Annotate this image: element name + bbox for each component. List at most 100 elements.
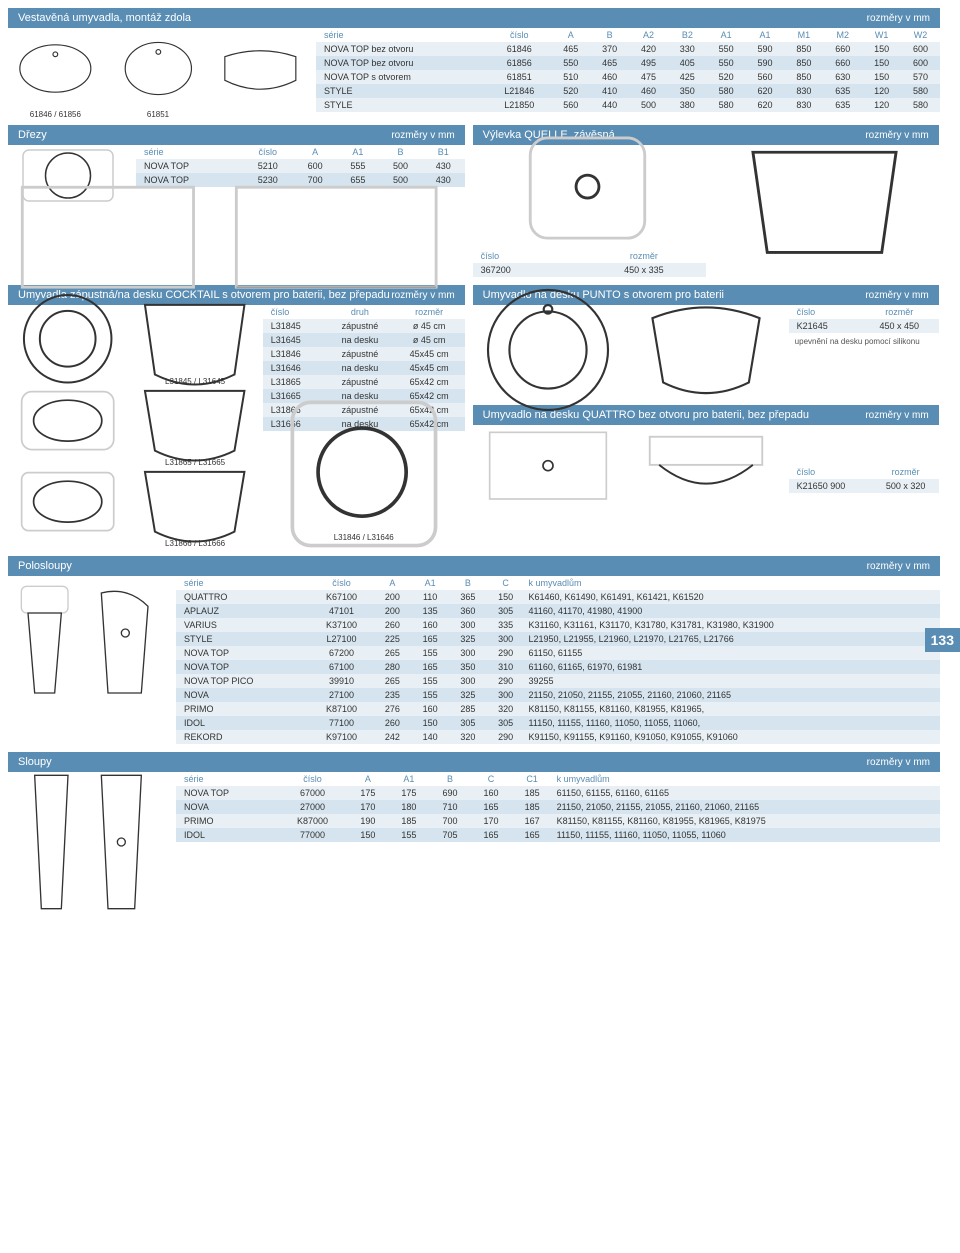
table-row: K21650 900500 x 320 — [789, 479, 939, 493]
sloupy-units: rozměry v mm — [867, 757, 930, 768]
table-cell: K87100 — [309, 702, 373, 716]
table-cell: L27100 — [309, 632, 373, 646]
col-header: B — [449, 576, 487, 590]
table-cell: 110 — [411, 590, 449, 604]
table-cell: 175 — [388, 786, 429, 800]
table-cell: K21650 900 — [789, 479, 873, 493]
table-row: NOVA2700017018071016518521150, 21050, 21… — [176, 800, 940, 814]
table-cell: K61460, K61490, K61491, K61421, K61520 — [525, 590, 940, 604]
col-header: M1 — [784, 28, 823, 42]
table-cell: 305 — [487, 716, 525, 730]
table-cell: 61856 — [487, 56, 551, 70]
table-cell: 185 — [512, 800, 553, 814]
table-cell: 242 — [373, 730, 411, 744]
page-number-badge: 133 — [925, 628, 960, 652]
table-cell: 560 — [746, 70, 785, 84]
quattro-sink-table: číslorozměrK21650 900500 x 320 — [789, 465, 939, 493]
col-header: k umyvadlům — [553, 772, 940, 786]
table-row: IDOL7700015015570516516511150, 11155, 11… — [176, 828, 940, 842]
punto-note: upevnění na desku pomocí silikonu — [789, 333, 939, 350]
vestavena-diagrams: 61846 / 61856 61851 — [8, 28, 308, 119]
table-cell: 590 — [746, 42, 785, 56]
table-row: PRIMOK87000190185700170167K81150, K81155… — [176, 814, 940, 828]
col-header: série — [316, 28, 487, 42]
table-row: NOVA TOP6720026515530029061150, 61155 — [176, 646, 940, 660]
table-cell: 555 — [336, 159, 379, 173]
polosloupy-title: Polosloupy — [18, 560, 72, 572]
col-header: A — [294, 145, 337, 159]
table-cell: 155 — [411, 688, 449, 702]
table-cell: 165 — [411, 632, 449, 646]
polosloupy-table: sériečísloAA1BCk umyvadlůmQUATTROK671002… — [176, 576, 940, 744]
table-cell: PRIMO — [176, 814, 278, 828]
col-header: rozměr — [873, 465, 939, 479]
table-cell: 510 — [551, 70, 590, 84]
table-cell: K81150, K81155, K81160, K81955, K81965, — [525, 702, 940, 716]
table-cell: 305 — [449, 716, 487, 730]
table-cell: REKORD — [176, 730, 309, 744]
table-cell: 167 — [512, 814, 553, 828]
col-header: B — [429, 772, 470, 786]
table-cell: 235 — [373, 688, 411, 702]
table-cell: NOVA TOP s otvorem — [316, 70, 487, 84]
table-cell: 190 — [347, 814, 388, 828]
table-cell: 460 — [590, 70, 629, 84]
table-cell: L31846 — [263, 347, 327, 361]
col-header: číslo — [789, 465, 873, 479]
table-cell: 325 — [449, 632, 487, 646]
table-cell: 265 — [373, 646, 411, 660]
table-cell: K31160, K31161, K31170, K31780, K31781, … — [525, 618, 940, 632]
table-cell: 276 — [373, 702, 411, 716]
table-cell: VARIUS — [176, 618, 309, 632]
table-cell: 61846 — [487, 42, 551, 56]
table-cell: 155 — [411, 674, 449, 688]
table-cell: 600 — [294, 159, 337, 173]
quattro-sink-units: rozměry v mm — [865, 410, 928, 421]
table-cell: 405 — [668, 56, 707, 70]
col-header: M2 — [823, 28, 862, 42]
table-row: NOVA2710023515532530021150, 21050, 21155… — [176, 688, 940, 702]
table-cell: 570 — [901, 70, 940, 84]
punto-table: číslorozměrK21645450 x 450 — [789, 305, 939, 333]
vestavena-header: Vestavěná umyvadla, montáž zdola rozměry… — [8, 8, 940, 28]
table-cell: 160 — [411, 702, 449, 716]
col-header: A1 — [336, 145, 379, 159]
table-cell: 165 — [470, 828, 511, 842]
table-cell: 310 — [487, 660, 525, 674]
table-cell: 11150, 11155, 11160, 11050, 11055, 11060… — [525, 716, 940, 730]
col-header: A1 — [746, 28, 785, 42]
col-header: číslo — [242, 145, 294, 159]
vestavena-title: Vestavěná umyvadla, montáž zdola — [18, 12, 191, 24]
table-cell: 170 — [347, 800, 388, 814]
table-cell: zápustné — [326, 347, 393, 361]
table-row: NOVA TOP bez otvoru618565504654954055505… — [316, 56, 940, 70]
table-cell: NOVA TOP — [176, 660, 309, 674]
table-cell: 170 — [470, 814, 511, 828]
table-cell: 705 — [429, 828, 470, 842]
table-cell: 690 — [429, 786, 470, 800]
table-cell: 67200 — [309, 646, 373, 660]
table-cell: NOVA TOP — [136, 159, 242, 173]
drezy-section: Dřezy rozměry v mm sériečísloAA1BB1NOVA … — [8, 125, 465, 279]
col-header: série — [176, 772, 278, 786]
table-cell: 425 — [668, 70, 707, 84]
table-cell: 300 — [449, 646, 487, 660]
table-cell: 590 — [746, 56, 785, 70]
table-cell: NOVA TOP PICO — [176, 674, 309, 688]
table-row: L31846zápustné45x45 cm — [263, 347, 465, 361]
table-cell: zápustné — [326, 319, 393, 333]
table-cell: 260 — [373, 618, 411, 632]
col-header: série — [136, 145, 242, 159]
vestavena-dia-label-1: 61851 — [111, 110, 206, 119]
table-cell: 77000 — [278, 828, 348, 842]
table-row: K21645450 x 450 — [789, 319, 939, 333]
col-header: C — [470, 772, 511, 786]
table-cell: K97100 — [309, 730, 373, 744]
table-row: NOVA TOP5210600555500430 — [136, 159, 465, 173]
table-cell: 710 — [429, 800, 470, 814]
table-cell: 200 — [373, 604, 411, 618]
table-row: NOVA TOP6710028016535031061160, 61165, 6… — [176, 660, 940, 674]
table-row: NOVA TOP6700017517569016018561150, 61155… — [176, 786, 940, 800]
table-cell: 150 — [347, 828, 388, 842]
table-cell: 360 — [449, 604, 487, 618]
